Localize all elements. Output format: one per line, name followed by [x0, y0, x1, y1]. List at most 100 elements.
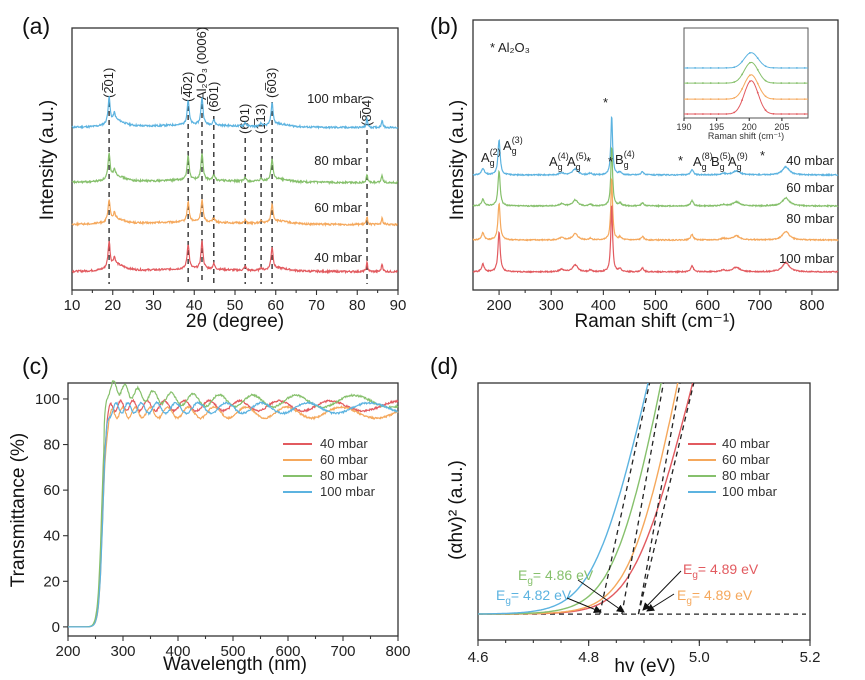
inset-data-point [780, 113, 783, 115]
tangent-line [599, 382, 651, 615]
x-tick-label: 80 [349, 297, 366, 314]
inset-data-point [756, 82, 759, 85]
transmittance-curve-40-mbar [68, 398, 399, 628]
panel-d-xlabel: hv (eV) [614, 656, 675, 677]
mode-letter: A [728, 154, 737, 169]
xrd-trace-100-mbar [71, 95, 399, 130]
mode-subscript: g [490, 158, 495, 168]
inset-data-point [803, 98, 806, 100]
raman-trace-100-mbar [472, 205, 839, 274]
inset-data-point [686, 98, 689, 100]
x-tick-label: 70 [308, 297, 325, 314]
inset-data-point [686, 113, 689, 115]
panel-label-d: (d) [430, 353, 458, 379]
panel-a-xrd: (a) 2θ (degree) Intensity (a.u.) 10 20 30 4… [22, 13, 406, 332]
x-tick-label: 500 [643, 297, 668, 314]
xrd-trace-80-mbar [71, 152, 399, 186]
inset-data-point [756, 57, 759, 60]
bandgap-value: = 4.89 eV [698, 561, 759, 577]
mode-letter: A [481, 150, 490, 165]
legend-label: 100 mbar [722, 484, 778, 499]
inset-data-point [741, 88, 743, 90]
mode-subscript: g [558, 162, 563, 172]
legend-label: 40 mbar [320, 436, 368, 451]
y-tick-label: 60 [43, 482, 60, 499]
bandgap-E: E [677, 587, 686, 603]
reflection-label: (6̅03) [264, 68, 279, 98]
raman-trace-60-mbar [472, 146, 839, 208]
reflection-label: (6̅01) [206, 82, 221, 112]
inset-data-point [780, 98, 783, 100]
bandgap-arrow [642, 570, 682, 611]
x-tick-label: 4.6 [468, 649, 489, 666]
mode-superscript: (8) [702, 151, 713, 161]
x-tick-label: 600 [275, 643, 300, 660]
x-tick-label: 700 [747, 297, 772, 314]
raman-series-label: 80 mbar [786, 211, 834, 226]
inset-data-point [796, 67, 798, 69]
inset-x-tick-label: 200 [742, 122, 757, 132]
panel-c-ylabel: Transmittance (%) [8, 433, 29, 588]
x-tick-label: 200 [487, 297, 512, 314]
bandgap-sub: g [686, 596, 692, 607]
reflection-label: (2̅01) [101, 68, 116, 98]
mode-subscript: g [624, 160, 629, 170]
inset-data-point [725, 67, 728, 69]
raman-trace-40-mbar [472, 115, 839, 177]
x-tick-label: 5.0 [689, 649, 710, 666]
tangent-line [637, 382, 681, 615]
bandgap-sub: g [527, 576, 533, 587]
bandgap-E: E [683, 561, 692, 577]
inset-data-point [694, 98, 696, 100]
inset-data-point [796, 82, 798, 84]
mode-subscript: g [702, 162, 707, 172]
inset-data-point [788, 98, 790, 100]
inset-data-point [796, 98, 798, 100]
tauc-curve-100-mbar [478, 383, 649, 615]
inset-data-point [772, 98, 775, 100]
panel-b-raman: (b) Raman shift (cm⁻¹) Intensity (a.u.) … [430, 13, 839, 332]
raman-mode-label: Ag(9) [728, 151, 748, 172]
al2o3-peak-marker: * [608, 154, 613, 169]
mode-superscript: (9) [737, 151, 748, 161]
bandgap-sub: g [505, 596, 511, 607]
x-tick-label: 30 [145, 297, 162, 314]
bandgap-value: = 4.82 eV [511, 587, 572, 603]
transmittance-curve-100-mbar [68, 400, 399, 628]
inset-data-point [709, 82, 712, 84]
raman-mode-label: Ag(5) [567, 151, 587, 172]
inset-data-point [772, 82, 775, 84]
inset-data-point [749, 80, 751, 83]
inset-fit-curve [684, 52, 808, 69]
x-tick-label: 60 [267, 297, 284, 314]
inset-data-point [741, 60, 743, 63]
inset-data-point [717, 82, 720, 84]
inset-data-point [764, 109, 767, 112]
bandgap-arrow [646, 593, 675, 612]
raman-mode-label: Bg(4) [615, 149, 635, 170]
x-tick-label: 600 [695, 297, 720, 314]
inset-data-point [686, 67, 689, 69]
inset-data-point [725, 82, 728, 84]
mode-superscript: (2) [490, 147, 501, 157]
inset-data-point [717, 113, 720, 115]
reflection-label: (4̅02) [180, 72, 195, 102]
legend-label: 100 mbar [320, 484, 376, 499]
x-tick-label: 200 [55, 643, 80, 660]
bandgap-label: Eg= 4.86 eV [518, 567, 594, 587]
inset-data-point [803, 82, 806, 84]
inset-data-point [788, 82, 790, 84]
mode-superscript: (3) [512, 135, 523, 145]
panel-d-tauc: (d) hv (eV) (αhv)² (a.u.) 4.6 4.8 5.0 5.2 40… [430, 353, 820, 677]
inset-data-point [717, 98, 720, 100]
inset-data-point [717, 67, 720, 69]
mode-superscript: (4) [558, 151, 569, 161]
inset-data-point [733, 66, 736, 69]
x-tick-label: 300 [539, 297, 564, 314]
al2o3-peak-marker: * [760, 148, 765, 163]
xrd-series-label: 40 mbar [314, 250, 362, 265]
panel-c-xlabel: Wavelength (nm) [163, 654, 307, 675]
panel-b-ylabel: Intensity (a.u.) [447, 100, 468, 220]
mode-letter: A [549, 154, 558, 169]
panel-label-a: (a) [22, 13, 50, 39]
